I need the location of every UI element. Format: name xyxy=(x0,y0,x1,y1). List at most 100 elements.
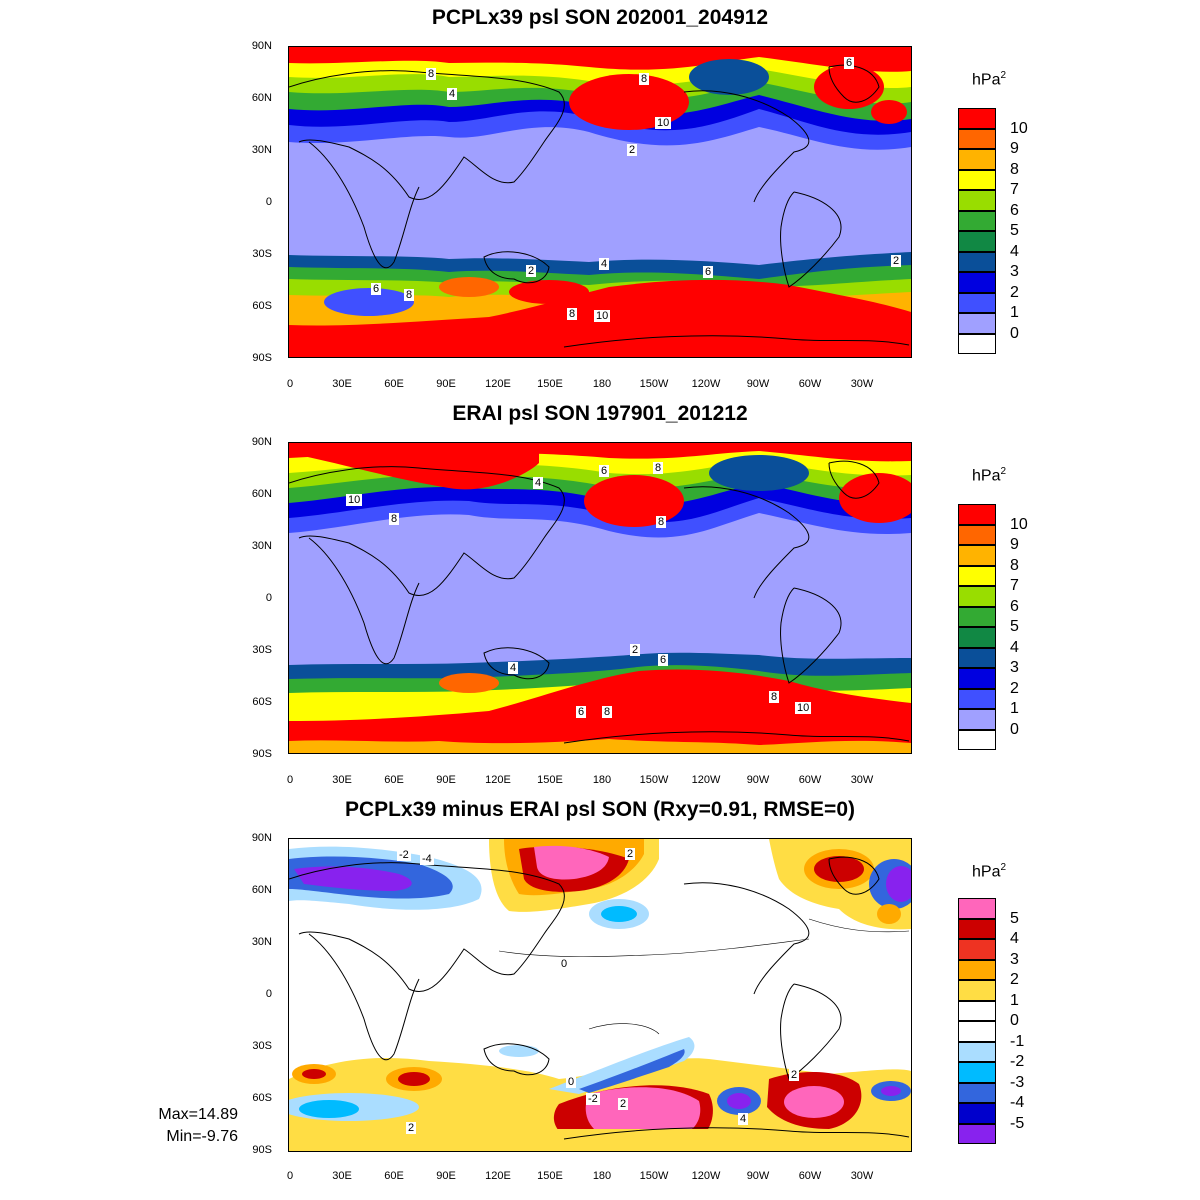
stats-box: Max=14.89 Min=-9.76 xyxy=(134,1104,238,1148)
colorbar-swatch xyxy=(958,918,996,939)
colorbar-label: 0 xyxy=(1010,720,1019,738)
contour-label: 4 xyxy=(599,258,610,270)
lat-tick: 30S xyxy=(252,644,272,656)
contour-label: 10 xyxy=(655,117,672,129)
lat-tick: 60N xyxy=(251,884,272,896)
colorbar-label: -3 xyxy=(1010,1073,1025,1091)
lon-tick: 90W xyxy=(746,774,770,786)
colorbar-label: 3 xyxy=(1010,263,1019,280)
contour-label: 2 xyxy=(406,1122,417,1134)
colorbar-swatch xyxy=(958,292,996,313)
colorbar-swatch xyxy=(958,1062,996,1083)
colorbar-swatch xyxy=(958,313,996,334)
lat-tick: 90S xyxy=(252,352,272,364)
colorbar-swatch xyxy=(958,939,996,960)
colorbar-label: 2 xyxy=(1010,679,1019,697)
lat-tick: 0 xyxy=(265,196,272,208)
lat-tick: 90S xyxy=(252,748,272,760)
colorbar-label: 6 xyxy=(1010,201,1019,219)
lat-tick: 90N xyxy=(251,832,272,844)
colorbar-swatch xyxy=(958,1123,996,1144)
lat-tick: 60S xyxy=(252,300,272,312)
colorbar-label: 8 xyxy=(1010,556,1019,574)
colorbar-swatch xyxy=(958,1103,996,1124)
map-pcplx39: 8 4 8 10 2 6 2 4 6 8 10 8 6 2 xyxy=(288,46,912,358)
lon-tick: 120W xyxy=(691,774,721,786)
lon-tick: 120E xyxy=(485,1170,511,1182)
colorbar-label: 2 xyxy=(1010,971,1019,988)
lon-tick: 180 xyxy=(592,1170,612,1182)
lon-tick: 60E xyxy=(384,1170,404,1182)
colorbar-label: 1 xyxy=(1010,304,1019,321)
lon-tick: 30E xyxy=(332,774,352,786)
colorbar-label: 2 xyxy=(1010,283,1019,301)
colorbar-swatch xyxy=(958,190,996,211)
contour-label: 8 xyxy=(389,513,400,525)
lon-tick: 30W xyxy=(850,378,874,390)
colorbar-swatch xyxy=(958,586,996,607)
lon-tick: 120W xyxy=(691,1170,721,1182)
colorbar-swatch xyxy=(958,504,996,525)
contour-label: 2 xyxy=(625,848,636,860)
colorbar-label: -1 xyxy=(1010,1032,1025,1050)
lat-tick: 30N xyxy=(251,936,272,948)
colorbar-swatch xyxy=(958,231,996,252)
panel-erai: ERAI psl SON 197901_201212 xyxy=(0,396,1200,792)
colorbar-unit: hPa2 xyxy=(972,862,1007,881)
contour-label: 2 xyxy=(526,265,537,277)
colorbar-label: 3 xyxy=(1010,950,1019,968)
lon-tick: 0 xyxy=(286,1170,294,1182)
lon-tick: 90W xyxy=(746,1170,770,1182)
contour-label: 8 xyxy=(602,706,613,718)
colorbar-swatch xyxy=(958,606,996,627)
colorbar-swatch xyxy=(958,647,996,668)
lon-tick: 30E xyxy=(332,1170,352,1182)
colorbar-unit: hPa2 xyxy=(972,70,1007,89)
contour-label: 4 xyxy=(447,88,458,100)
lon-tick: 60E xyxy=(384,774,404,786)
colorbar-swatch xyxy=(958,333,996,354)
contour-label: 6 xyxy=(844,57,855,69)
lon-tick: 150W xyxy=(639,774,669,786)
lat-tick: 60N xyxy=(251,92,272,104)
contour-label: 2 xyxy=(630,644,641,656)
lon-tick: 180 xyxy=(592,378,612,390)
colorbar-swatch xyxy=(958,668,996,689)
lon-tick: 90E xyxy=(436,1170,456,1182)
lon-tick: 30W xyxy=(850,1170,874,1182)
contour-label: 8 xyxy=(769,691,780,703)
colorbar-label: 6 xyxy=(1010,597,1019,615)
lon-tick: 120E xyxy=(485,378,511,390)
contour-label: -2 xyxy=(586,1093,600,1105)
contour-label: 2 xyxy=(618,1098,629,1110)
contour-label: 8 xyxy=(404,289,415,301)
contour-label: 6 xyxy=(703,266,714,278)
colorbar-label: 8 xyxy=(1010,160,1019,178)
colorbar-label: -4 xyxy=(1010,1094,1025,1111)
contour-label: 0 xyxy=(559,958,570,970)
lat-tick: 90N xyxy=(251,40,272,52)
colorbar-label: 1 xyxy=(1010,991,1019,1009)
colorbar-label: 0 xyxy=(1010,1012,1019,1029)
colorbar-label: 4 xyxy=(1010,930,1019,947)
contour-label: 8 xyxy=(639,73,650,85)
lat-tick: 30S xyxy=(252,1040,272,1052)
colorbar-label: 10 xyxy=(1010,515,1028,533)
map-canvas xyxy=(289,839,911,1151)
colorbar-label: 0 xyxy=(1010,324,1019,342)
panel-title: PCPLx39 psl SON 202001_204912 xyxy=(431,6,769,29)
colorbar-label: 5 xyxy=(1010,618,1019,635)
colorbar-label: 9 xyxy=(1010,140,1019,157)
colorbar-swatch xyxy=(958,688,996,709)
colorbar-swatch xyxy=(958,169,996,190)
min-value: Min=-9.76 xyxy=(166,1128,238,1145)
max-value: Max=14.89 xyxy=(158,1106,238,1123)
lon-tick: 150W xyxy=(639,378,669,390)
lat-tick: 60N xyxy=(251,488,272,500)
colorbar-swatch xyxy=(958,959,996,980)
lat-tick: 60S xyxy=(252,696,272,708)
lon-tick: 120E xyxy=(485,774,511,786)
contour-label: 2 xyxy=(891,255,902,267)
map-difference: -2 -4 2 0 0 2 -2 2 4 2 xyxy=(288,838,912,1152)
colorbar-label: 10 xyxy=(1010,119,1028,137)
